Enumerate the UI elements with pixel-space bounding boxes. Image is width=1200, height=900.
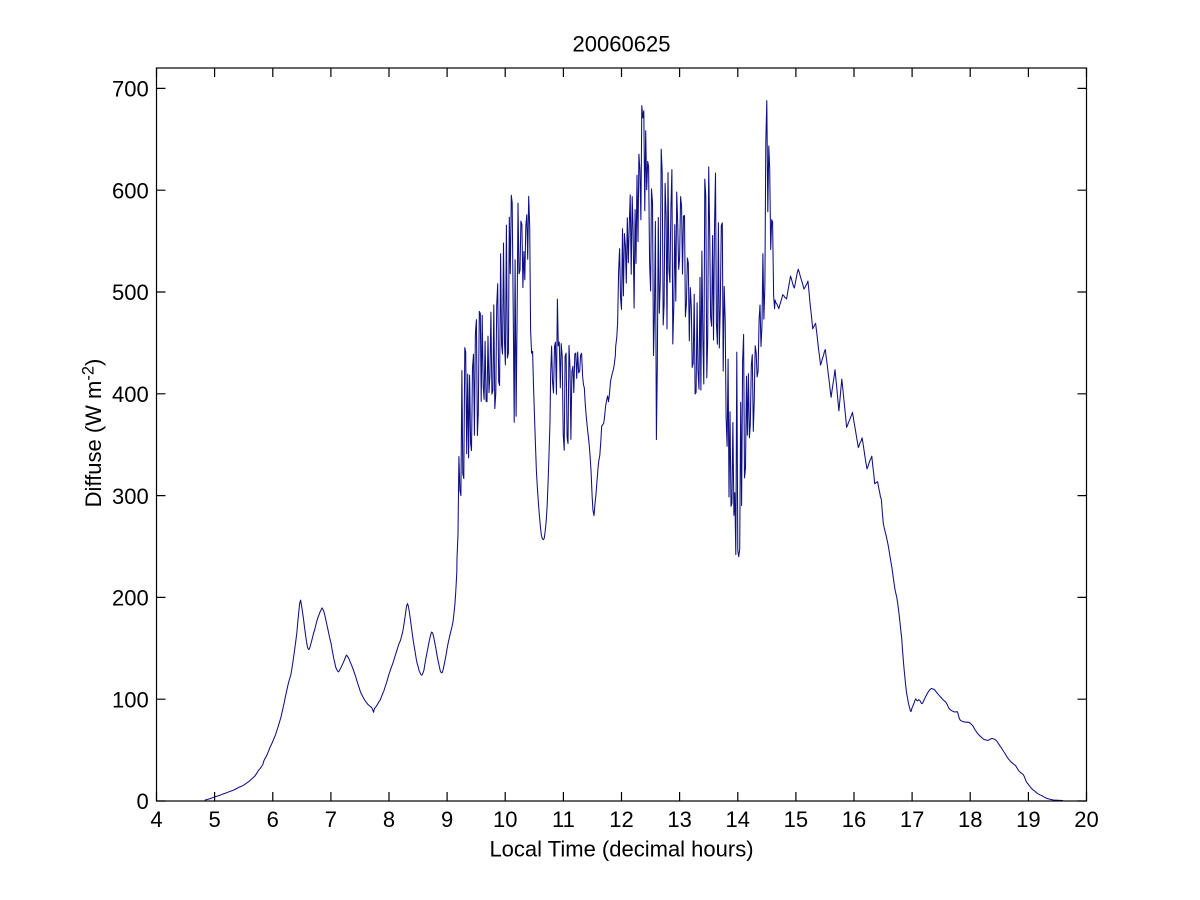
svg-text:300: 300 <box>112 484 149 509</box>
svg-text:Diffuse (W m-2): Diffuse (W m-2) <box>80 359 107 508</box>
svg-text:400: 400 <box>112 382 149 407</box>
svg-text:7: 7 <box>325 807 337 832</box>
svg-text:15: 15 <box>784 807 808 832</box>
svg-text:12: 12 <box>609 807 633 832</box>
svg-text:700: 700 <box>112 77 149 102</box>
svg-text:5: 5 <box>208 807 220 832</box>
svg-text:14: 14 <box>726 807 750 832</box>
svg-text:16: 16 <box>842 807 866 832</box>
svg-text:10: 10 <box>493 807 517 832</box>
svg-text:100: 100 <box>112 687 149 712</box>
svg-text:200: 200 <box>112 586 149 611</box>
svg-text:20: 20 <box>1074 807 1098 832</box>
svg-text:500: 500 <box>112 280 149 305</box>
svg-text:13: 13 <box>667 807 691 832</box>
svg-text:4: 4 <box>150 807 162 832</box>
svg-text:17: 17 <box>900 807 924 832</box>
svg-text:9: 9 <box>441 807 453 832</box>
svg-text:19: 19 <box>1016 807 1040 832</box>
svg-text:600: 600 <box>112 178 149 203</box>
svg-text:0: 0 <box>136 789 148 814</box>
svg-text:20060625: 20060625 <box>573 32 671 57</box>
svg-text:6: 6 <box>267 807 279 832</box>
svg-text:18: 18 <box>958 807 982 832</box>
svg-text:8: 8 <box>383 807 395 832</box>
svg-text:Local Time (decimal hours): Local Time (decimal hours) <box>489 837 753 862</box>
svg-text:11: 11 <box>552 807 575 832</box>
